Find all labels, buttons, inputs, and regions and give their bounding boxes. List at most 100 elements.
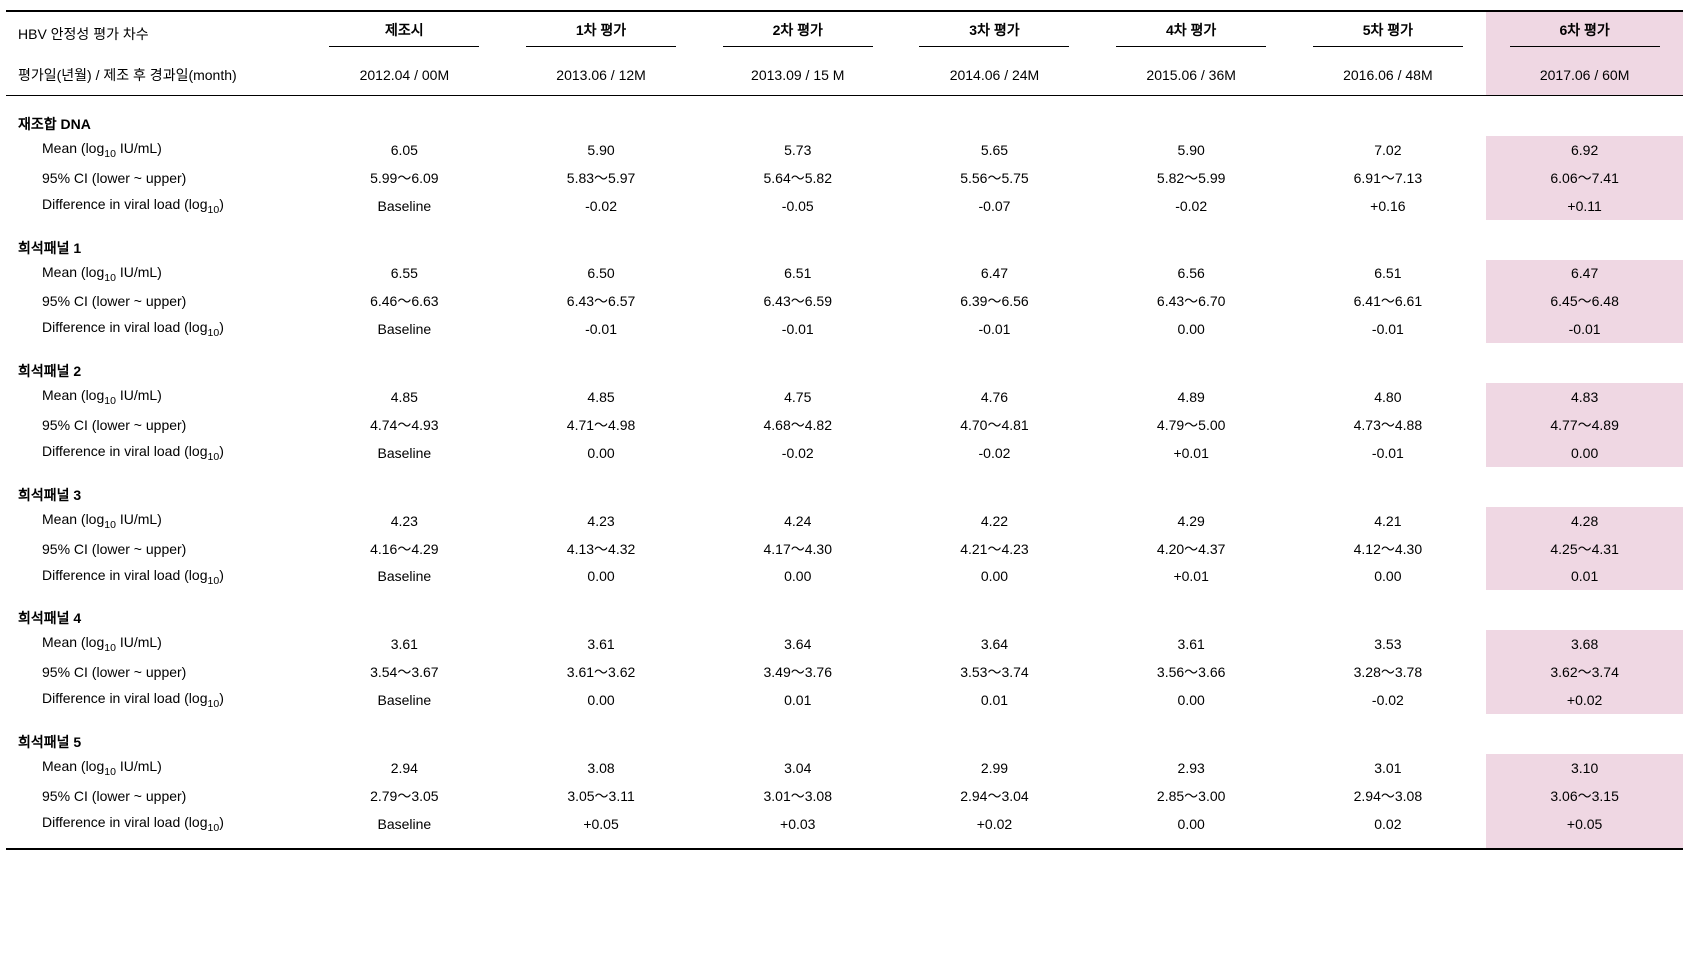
group-title-row: 희석패널 5 [6, 714, 1683, 754]
data-cell: -0.01 [1290, 315, 1487, 343]
data-cell: 5.90 [1093, 136, 1290, 164]
data-cell: 3.68 [1486, 630, 1683, 658]
data-cell: -0.02 [896, 439, 1093, 467]
column-header-0: 제조시 [306, 11, 503, 55]
data-cell: 0.00 [699, 563, 896, 591]
data-cell: 0.00 [896, 563, 1093, 591]
data-cell: 6.91～7.13 [1290, 164, 1487, 192]
data-cell: 2.93 [1093, 754, 1290, 782]
data-cell: 4.13～4.32 [503, 535, 700, 563]
data-cell: 5.73 [699, 136, 896, 164]
data-cell: 4.76 [896, 383, 1093, 411]
data-cell: 6.41～6.61 [1290, 287, 1487, 315]
column-subheader-0: 2012.04 / 00M [306, 55, 503, 96]
data-cell: 3.61 [1093, 630, 1290, 658]
data-cell: 0.00 [1093, 315, 1290, 343]
data-cell: 6.47 [896, 260, 1093, 288]
data-row-ci: 95% CI (lower ~ upper)2.79～3.053.05～3.11… [6, 782, 1683, 810]
data-cell: 3.06～3.15 [1486, 782, 1683, 810]
data-cell: 5.64～5.82 [699, 164, 896, 192]
data-cell: 3.04 [699, 754, 896, 782]
data-cell: Baseline [306, 563, 503, 591]
metric-label-mean: Mean (log10 IU/mL) [6, 136, 306, 164]
data-cell: 3.01 [1290, 754, 1487, 782]
data-row-diff: Difference in viral load (log10)Baseline… [6, 563, 1683, 591]
group-title: 희석패널 4 [6, 590, 306, 630]
metric-label-ci: 95% CI (lower ~ upper) [6, 164, 306, 192]
data-row-mean: Mean (log10 IU/mL)6.556.506.516.476.566.… [6, 260, 1683, 288]
data-cell: 0.01 [699, 686, 896, 714]
data-row-diff: Difference in viral load (log10)Baseline… [6, 810, 1683, 849]
data-cell: 4.74～4.93 [306, 411, 503, 439]
data-cell: 4.28 [1486, 507, 1683, 535]
data-cell: 4.80 [1290, 383, 1487, 411]
group-title: 희석패널 3 [6, 467, 306, 507]
data-cell: 4.22 [896, 507, 1093, 535]
data-cell: 3.61 [306, 630, 503, 658]
data-cell: 6.46～6.63 [306, 287, 503, 315]
data-cell: 3.61～3.62 [503, 658, 700, 686]
column-subheader-5: 2016.06 / 48M [1290, 55, 1487, 96]
data-cell: 6.55 [306, 260, 503, 288]
data-row-mean: Mean (log10 IU/mL)6.055.905.735.655.907.… [6, 136, 1683, 164]
data-cell: 2.94 [306, 754, 503, 782]
data-cell: 2.94～3.08 [1290, 782, 1487, 810]
data-cell: 4.16～4.29 [306, 535, 503, 563]
group-title-row: 희석패널 4 [6, 590, 1683, 630]
data-row-ci: 95% CI (lower ~ upper)5.99～6.095.83～5.97… [6, 164, 1683, 192]
column-subheader-2: 2013.09 / 15 M [699, 55, 896, 96]
metric-label-diff: Difference in viral load (log10) [6, 563, 306, 591]
data-cell: 3.54～3.67 [306, 658, 503, 686]
data-cell: 4.83 [1486, 383, 1683, 411]
header-row-2: 평가일(년월) / 제조 후 경과일(month) 2012.04 / 00M 2… [6, 55, 1683, 96]
data-cell: 2.94～3.04 [896, 782, 1093, 810]
data-cell: Baseline [306, 686, 503, 714]
group-title: 희석패널 2 [6, 343, 306, 383]
data-cell: +0.02 [1486, 686, 1683, 714]
data-cell: Baseline [306, 192, 503, 220]
data-cell: 3.53 [1290, 630, 1487, 658]
data-cell: 6.50 [503, 260, 700, 288]
data-cell: 4.21～4.23 [896, 535, 1093, 563]
data-row-ci: 95% CI (lower ~ upper)4.16～4.294.13～4.32… [6, 535, 1683, 563]
header-label-1: HBV 안정성 평가 차수 [6, 11, 306, 55]
metric-label-ci: 95% CI (lower ~ upper) [6, 287, 306, 315]
data-cell: 6.51 [699, 260, 896, 288]
data-cell: 2.85～3.00 [1093, 782, 1290, 810]
data-cell: 4.20～4.37 [1093, 535, 1290, 563]
data-cell: 4.75 [699, 383, 896, 411]
data-cell: 4.21 [1290, 507, 1487, 535]
data-cell: 6.39～6.56 [896, 287, 1093, 315]
data-cell: 0.00 [1093, 810, 1290, 849]
data-cell: 7.02 [1290, 136, 1487, 164]
data-cell: 4.12～4.30 [1290, 535, 1487, 563]
data-cell: Baseline [306, 439, 503, 467]
data-cell: 4.23 [306, 507, 503, 535]
data-row-ci: 95% CI (lower ~ upper)4.74～4.934.71～4.98… [6, 411, 1683, 439]
data-cell: +0.16 [1290, 192, 1487, 220]
data-cell: -0.01 [896, 315, 1093, 343]
data-cell: 4.23 [503, 507, 700, 535]
data-cell: 4.85 [306, 383, 503, 411]
column-subheader-3: 2014.06 / 24M [896, 55, 1093, 96]
data-cell: 6.05 [306, 136, 503, 164]
data-cell: 5.99～6.09 [306, 164, 503, 192]
data-cell: -0.07 [896, 192, 1093, 220]
data-cell: 4.71～4.98 [503, 411, 700, 439]
data-cell: 2.99 [896, 754, 1093, 782]
header-label-2: 평가일(년월) / 제조 후 경과일(month) [6, 55, 306, 96]
data-cell: 0.01 [1486, 563, 1683, 591]
column-header-1: 1차 평가 [503, 11, 700, 55]
metric-label-mean: Mean (log10 IU/mL) [6, 754, 306, 782]
data-cell: 6.92 [1486, 136, 1683, 164]
data-cell: -0.02 [1290, 686, 1487, 714]
group-title-row: 재조합 DNA [6, 96, 1683, 137]
data-cell: -0.01 [1290, 439, 1487, 467]
data-row-diff: Difference in viral load (log10)Baseline… [6, 686, 1683, 714]
data-cell: 4.79～5.00 [1093, 411, 1290, 439]
metric-label-mean: Mean (log10 IU/mL) [6, 383, 306, 411]
data-cell: -0.02 [699, 439, 896, 467]
data-cell: 5.65 [896, 136, 1093, 164]
data-cell: 3.61 [503, 630, 700, 658]
header-row-1: HBV 안정성 평가 차수 제조시1차 평가2차 평가3차 평가4차 평가5차 … [6, 11, 1683, 55]
